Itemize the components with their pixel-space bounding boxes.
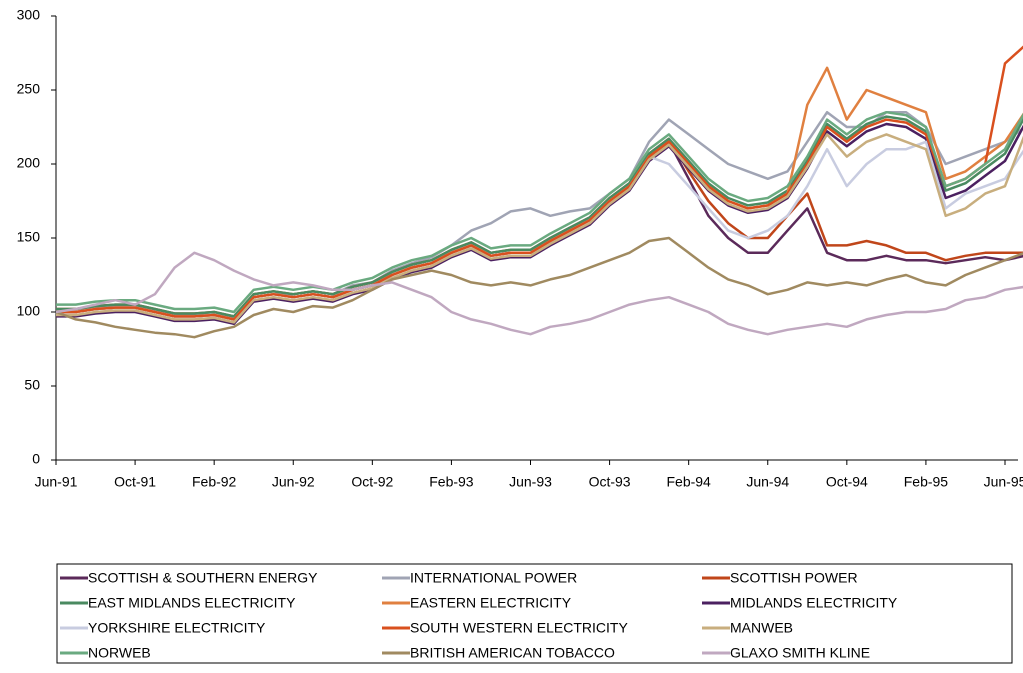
- series-line: [56, 115, 1023, 318]
- x-tick-label: Jun-94: [746, 474, 789, 490]
- y-tick-label: 200: [17, 155, 41, 171]
- legend-label: SOUTH WESTERN ELECTRICITY: [410, 620, 628, 636]
- series-line: [56, 140, 1023, 321]
- y-tick-label: 100: [17, 303, 41, 319]
- x-tick-label: Feb-95: [904, 474, 949, 490]
- series-line: [56, 110, 1023, 320]
- series-line: [56, 45, 1023, 321]
- y-tick-label: 50: [24, 377, 40, 393]
- legend-label: EASTERN ELECTRICITY: [410, 595, 572, 611]
- series-line: [56, 137, 1023, 318]
- legend-box: [56, 563, 1013, 664]
- x-tick-label: Jun-93: [509, 474, 552, 490]
- legend-label: INTERNATIONAL POWER: [410, 570, 577, 586]
- series-line: [56, 110, 1023, 314]
- series-line: [56, 133, 1023, 324]
- x-tick-label: Feb-93: [429, 474, 474, 490]
- series-line: [55, 251, 1023, 336]
- series-line: [56, 140, 1023, 321]
- series-line: [55, 236, 1023, 339]
- x-tick-label: Oct-92: [351, 474, 393, 490]
- x-tick-label: Jun-91: [35, 474, 78, 490]
- x-tick-label: Feb-94: [666, 474, 711, 490]
- y-tick-label: 150: [17, 229, 41, 245]
- legend-label: YORKSHIRE ELECTRICITY: [88, 620, 266, 636]
- y-tick-label: 0: [32, 451, 40, 467]
- legend-label: BRITISH AMERICAN TOBACCO: [410, 645, 615, 661]
- x-tick-label: Oct-91: [114, 474, 156, 490]
- legend-label: EAST MIDLANDS ELECTRICITY: [88, 595, 296, 611]
- legend-label: GLAXO SMITH KLINE: [730, 645, 870, 661]
- legend-label: SCOTTISH POWER: [730, 570, 858, 586]
- y-tick-label: 300: [17, 7, 41, 23]
- x-tick-label: Feb-92: [192, 474, 237, 490]
- legend-label: SCOTTISH & SOUTHERN ENERGY: [88, 570, 318, 586]
- legend-label: MANWEB: [730, 620, 793, 636]
- legend-label: NORWEB: [88, 645, 151, 661]
- y-tick-label: 250: [17, 81, 41, 97]
- x-tick-label: Jun-92: [272, 474, 315, 490]
- x-tick-label: Oct-93: [589, 474, 631, 490]
- x-tick-label: Oct-94: [826, 474, 868, 490]
- legend-label: MIDLANDS ELECTRICITY: [730, 595, 898, 611]
- x-tick-label: Jun-95: [984, 474, 1023, 490]
